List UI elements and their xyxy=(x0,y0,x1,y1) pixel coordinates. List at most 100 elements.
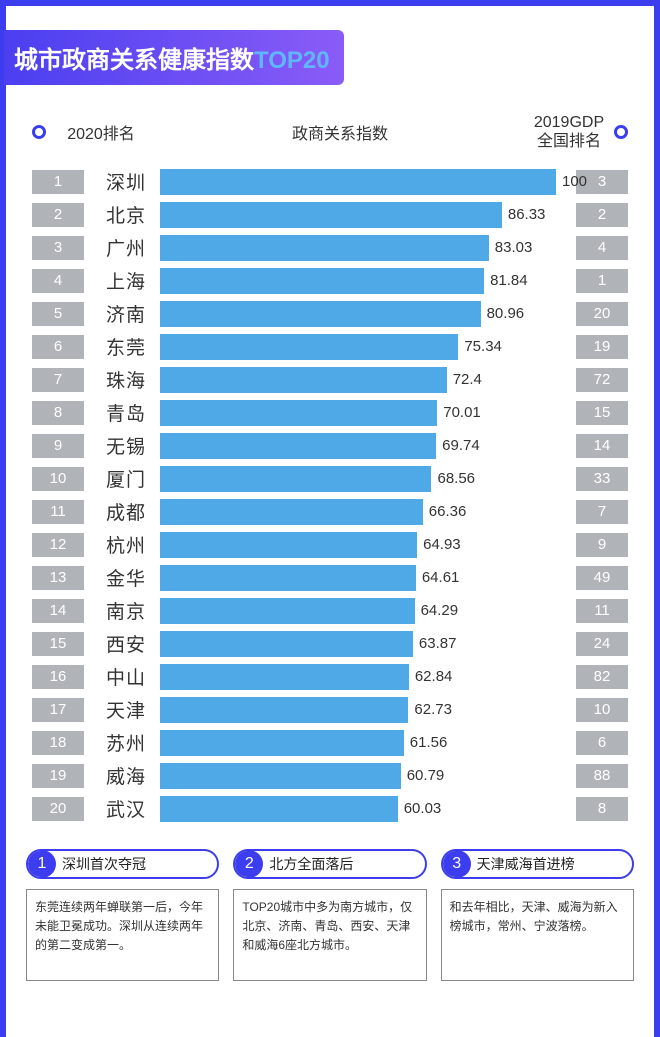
note-body: TOP20城市中多为南方城市，仅北京、济南、青岛、西安、天津和威海6座北方城市。 xyxy=(233,889,426,981)
bar xyxy=(160,235,489,261)
bar xyxy=(160,763,401,789)
bar-wrap: 64.61 xyxy=(160,565,556,591)
title-main: 城市政商关系健康指数 xyxy=(14,47,254,74)
note-title: 3 天津威海首进榜 xyxy=(441,849,634,879)
gdp-rank-badge: 88 xyxy=(576,764,628,788)
rank-badge: 13 xyxy=(32,566,84,590)
city-name: 广州 xyxy=(106,234,160,261)
city-name: 厦门 xyxy=(106,465,160,492)
bar-value: 64.61 xyxy=(416,565,460,591)
bar-wrap: 63.87 xyxy=(160,631,556,657)
chart-row: 7 珠海 72.4 72 xyxy=(32,363,628,396)
note-number: 3 xyxy=(443,850,471,878)
gdp-rank-badge: 20 xyxy=(576,302,628,326)
city-name: 杭州 xyxy=(106,531,160,558)
rank-badge: 14 xyxy=(32,599,84,623)
chart-row: 4 上海 81.84 1 xyxy=(32,264,628,297)
bar-value: 83.03 xyxy=(489,235,533,261)
gdp-rank-badge: 19 xyxy=(576,335,628,359)
header-index: 政商关系指数 xyxy=(156,120,524,144)
chart-rows: 1 深圳 100 3 2 北京 86.33 2 3 广州 83.03 4 4 上… xyxy=(32,165,628,825)
rank-badge: 2 xyxy=(32,203,84,227)
bar-value: 81.84 xyxy=(484,268,528,294)
city-name: 威海 xyxy=(106,762,160,789)
chart-row: 18 苏州 61.56 6 xyxy=(32,726,628,759)
note-number: 2 xyxy=(235,850,263,878)
bar xyxy=(160,664,409,690)
city-name: 南京 xyxy=(106,597,160,624)
bar xyxy=(160,697,408,723)
bar-value: 80.96 xyxy=(481,301,525,327)
bar xyxy=(160,598,415,624)
bar-value: 63.87 xyxy=(413,631,457,657)
chart-row: 15 西安 63.87 24 xyxy=(32,627,628,660)
chart-row: 12 杭州 64.93 9 xyxy=(32,528,628,561)
header-dot-left xyxy=(32,125,46,139)
city-name: 苏州 xyxy=(106,729,160,756)
city-name: 中山 xyxy=(106,663,160,690)
rank-badge: 12 xyxy=(32,533,84,557)
bar-value: 64.93 xyxy=(417,532,461,558)
rank-badge: 16 xyxy=(32,665,84,689)
gdp-rank-badge: 2 xyxy=(576,203,628,227)
bar-wrap: 64.93 xyxy=(160,532,556,558)
bar xyxy=(160,367,447,393)
note: 1 深圳首次夺冠 东莞连续两年蝉联第一后，今年未能卫冕成功。深圳从连续两年的第二… xyxy=(26,849,219,981)
bar xyxy=(160,565,416,591)
column-headers: 2020排名 政商关系指数 2019GDP全国排名 xyxy=(32,113,628,151)
gdp-rank-badge: 10 xyxy=(576,698,628,722)
bar-value: 60.79 xyxy=(401,763,445,789)
gdp-rank-badge: 4 xyxy=(576,236,628,260)
bar xyxy=(160,466,431,492)
bar-wrap: 62.73 xyxy=(160,697,556,723)
bar-value: 70.01 xyxy=(437,400,481,426)
bar xyxy=(160,169,556,195)
chart-row: 9 无锡 69.74 14 xyxy=(32,429,628,462)
note-title-text: 北方全面落后 xyxy=(269,854,353,874)
note-title: 1 深圳首次夺冠 xyxy=(26,849,219,879)
city-name: 西安 xyxy=(106,630,160,657)
chart-row: 3 广州 83.03 4 xyxy=(32,231,628,264)
gdp-rank-badge: 14 xyxy=(576,434,628,458)
gdp-rank-badge: 11 xyxy=(576,599,628,623)
note-title-text: 天津威海首进榜 xyxy=(477,854,575,874)
rank-badge: 7 xyxy=(32,368,84,392)
bar xyxy=(160,400,437,426)
bar xyxy=(160,433,436,459)
chart-row: 8 青岛 70.01 15 xyxy=(32,396,628,429)
title-banner: 城市政商关系健康指数TOP20 xyxy=(4,30,344,85)
chart-row: 19 威海 60.79 88 xyxy=(32,759,628,792)
city-name: 深圳 xyxy=(106,168,160,195)
bar xyxy=(160,499,423,525)
city-name: 北京 xyxy=(106,201,160,228)
bar-value: 69.74 xyxy=(436,433,480,459)
rank-badge: 9 xyxy=(32,434,84,458)
bar-wrap: 60.03 xyxy=(160,796,556,822)
rank-badge: 4 xyxy=(32,269,84,293)
bar-value: 61.56 xyxy=(404,730,448,756)
notes-section: 1 深圳首次夺冠 东莞连续两年蝉联第一后，今年未能卫冕成功。深圳从连续两年的第二… xyxy=(26,849,634,981)
gdp-rank-badge: 33 xyxy=(576,467,628,491)
chart-row: 20 武汉 60.03 8 xyxy=(32,792,628,825)
gdp-rank-badge: 8 xyxy=(576,797,628,821)
page-frame: 城市政商关系健康指数TOP20 2020排名 政商关系指数 2019GDP全国排… xyxy=(0,0,660,1037)
bar-wrap: 81.84 xyxy=(160,268,556,294)
title-suffix: TOP20 xyxy=(254,47,330,74)
bar-wrap: 75.34 xyxy=(160,334,556,360)
chart-row: 10 厦门 68.56 33 xyxy=(32,462,628,495)
bar xyxy=(160,796,398,822)
bar-wrap: 72.4 xyxy=(160,367,556,393)
bar-wrap: 62.84 xyxy=(160,664,556,690)
bar-value: 75.34 xyxy=(458,334,502,360)
city-name: 成都 xyxy=(106,498,160,525)
bar-value: 62.84 xyxy=(409,664,453,690)
header-dot-right xyxy=(614,125,628,139)
chart-row: 2 北京 86.33 2 xyxy=(32,198,628,231)
city-name: 武汉 xyxy=(106,795,160,822)
bar-value: 86.33 xyxy=(502,202,546,228)
rank-badge: 10 xyxy=(32,467,84,491)
bar xyxy=(160,334,458,360)
rank-badge: 6 xyxy=(32,335,84,359)
note: 2 北方全面落后 TOP20城市中多为南方城市，仅北京、济南、青岛、西安、天津和… xyxy=(233,849,426,981)
rank-badge: 18 xyxy=(32,731,84,755)
